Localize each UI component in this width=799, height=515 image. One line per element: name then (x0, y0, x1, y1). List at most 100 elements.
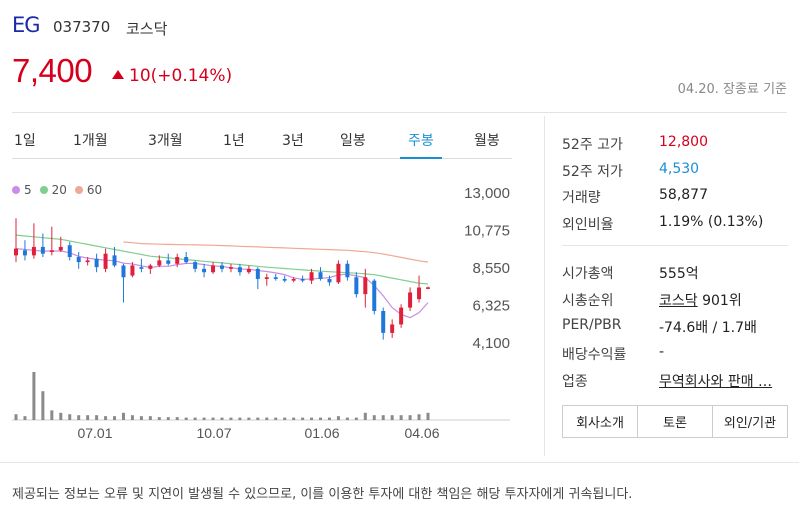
tab-daily[interactable]: 일봉 (340, 133, 366, 149)
volume-bar (220, 417, 224, 420)
candle-body (363, 277, 368, 295)
legend-ma60: 60 (74, 183, 102, 197)
price-change: 10(+0.14%) (129, 66, 233, 86)
volume-bar (327, 417, 331, 420)
candle-body (211, 265, 216, 273)
candle-body (390, 324, 395, 333)
volume-bar (50, 410, 54, 420)
candle-body (345, 263, 350, 278)
volume-bar (247, 417, 251, 420)
tab-monthly[interactable]: 월봉 (474, 133, 500, 149)
tab-3y[interactable]: 3년 (282, 133, 304, 149)
rank-text: 901위 (697, 293, 742, 309)
candle-body (381, 310, 386, 333)
candle-body (318, 272, 323, 279)
stat-value: 코스닥 901위 (659, 290, 742, 310)
candle-body (85, 260, 90, 263)
up-arrow-icon (112, 70, 124, 79)
foreign-institution-button[interactable]: 외인/기관 (723, 416, 777, 431)
volume-bar (345, 417, 349, 420)
stat-label: 거래량 (562, 190, 601, 206)
active-tab-indicator (400, 157, 442, 159)
volume-bar (310, 417, 314, 420)
volume-bar (408, 415, 412, 420)
volume-bar (157, 417, 161, 420)
candle-body (264, 277, 269, 279)
candle-body (273, 277, 278, 279)
stat-industry: 업종 무역회사와 판매 … (562, 371, 792, 391)
candle-body (417, 287, 422, 300)
candle-body (291, 278, 296, 281)
stock-code: 037370 (53, 18, 111, 36)
x-tick-label: 04.06 (404, 425, 439, 441)
stat-value: 12,800 (659, 134, 708, 150)
volume-bar (426, 412, 430, 420)
candle-body (40, 246, 45, 254)
volume-bar (363, 412, 367, 420)
industry-link[interactable]: 무역회사와 판매 … (659, 374, 773, 390)
stat-per-pbr: PER/PBR -74.6배 / 1.7배 (562, 317, 792, 337)
discussion-button[interactable]: 토론 (638, 406, 713, 437)
info-buttons: 회사소개 토론 외인/기관 (562, 405, 788, 438)
candle-body (426, 287, 430, 289)
tab-baseline (12, 158, 512, 159)
candle-body (139, 267, 144, 269)
stat-52w-high: 52주 고가 12,800 (562, 134, 792, 154)
x-tick-label: 01.06 (304, 425, 339, 441)
market-link[interactable]: 코스닥 (659, 293, 698, 309)
volume-bar (381, 415, 385, 420)
stock-name: EG (12, 13, 41, 37)
stat-52w-low: 52주 저가 4,530 (562, 161, 792, 181)
candle-body (14, 248, 18, 256)
footer-divider (0, 462, 799, 463)
price-chart[interactable]: 13,000 10,775 8,550 6,325 4,100 07.01 10.07 01.… (0, 170, 530, 460)
stat-value: 555억 (659, 266, 699, 282)
volume-bar (59, 412, 63, 420)
ma60-line (123, 241, 429, 263)
y-tick-label: 8,550 (472, 260, 510, 277)
candle-body (166, 260, 171, 264)
legend-ma5: 5 (12, 183, 32, 197)
candle-body (130, 265, 135, 276)
volume-bar (265, 417, 269, 420)
candle-body (22, 250, 27, 256)
stat-label: PER/PBR (562, 317, 622, 333)
volume-bar (68, 414, 72, 420)
candle-body (408, 292, 413, 308)
candle-body (336, 263, 341, 283)
candle-body (49, 250, 54, 252)
x-tick-label: 10.07 (196, 425, 231, 441)
volume-bar (211, 417, 215, 420)
tab-3m[interactable]: 3개월 (148, 133, 183, 149)
candle-body (399, 307, 404, 325)
tab-1m[interactable]: 1개월 (73, 133, 108, 149)
stat-value: 1.19% (0.13%) (659, 214, 764, 230)
stat-label: 외인비율 (562, 217, 614, 233)
candle-body (300, 278, 305, 281)
tab-1d[interactable]: 1일 (14, 133, 36, 149)
tab-weekly[interactable]: 주봉 (408, 133, 434, 149)
candle-body (67, 245, 72, 258)
stats-divider (562, 245, 788, 246)
volume-bar (23, 416, 27, 420)
candle-body (175, 257, 180, 264)
candle-body (327, 278, 332, 283)
legend-label: 20 (51, 183, 67, 197)
candle-body (31, 246, 36, 256)
legend-dot-icon (74, 186, 83, 194)
volume-bar (274, 417, 278, 420)
tab-1y[interactable]: 1년 (223, 133, 245, 149)
candle-body (184, 257, 189, 263)
candle-body (94, 258, 99, 268)
stat-label: 시가총액 (562, 266, 614, 282)
volume-bar (41, 391, 45, 420)
company-info-button[interactable]: 회사소개 (563, 406, 638, 437)
candle-body (220, 265, 224, 269)
disclaimer-text: 제공되는 정보는 오류 및 지연이 발생될 수 있으므로, 이를 이용한 투자에… (12, 487, 633, 502)
volume-bar (417, 414, 421, 420)
volume-bar (193, 417, 197, 420)
volume-bar (256, 417, 260, 420)
candle-body (112, 255, 117, 266)
candle-body (237, 267, 242, 273)
stat-value: 4,530 (659, 161, 700, 177)
